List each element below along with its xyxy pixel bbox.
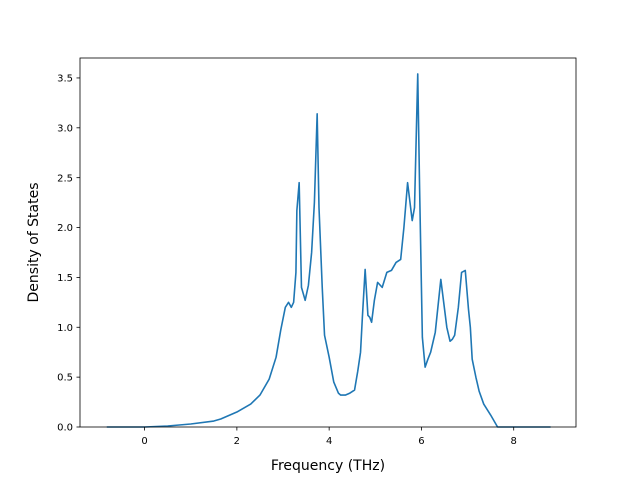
y-axis-label: Density of States [26, 183, 42, 303]
x-tick-label: 4 [326, 436, 332, 447]
series-layer [106, 73, 551, 428]
y-tick-label: 0.5 [57, 373, 73, 384]
x-axis-ticks: 0 2 4 6 8 [141, 427, 517, 447]
x-axis-label: Frequency (THz) [271, 458, 385, 474]
y-tick-label: 0.0 [57, 423, 73, 434]
x-tick-label: 2 [234, 436, 240, 447]
dos-series-line [106, 73, 551, 428]
y-tick-label: 2.0 [57, 223, 73, 234]
y-tick-label: 3.5 [57, 74, 73, 85]
x-tick-label: 6 [418, 436, 424, 447]
y-tick-label: 3.0 [57, 123, 73, 134]
x-tick-label: 0 [141, 436, 147, 447]
y-tick-label: 2.5 [57, 173, 73, 184]
y-tick-label: 1.5 [57, 273, 73, 284]
plot-frame [79, 57, 577, 428]
y-tick-label: 1.0 [57, 323, 73, 334]
x-tick-label: 8 [511, 436, 517, 447]
y-axis-ticks: 0.0 0.5 1.0 1.5 2.0 2.5 3.0 3.5 [57, 74, 80, 434]
